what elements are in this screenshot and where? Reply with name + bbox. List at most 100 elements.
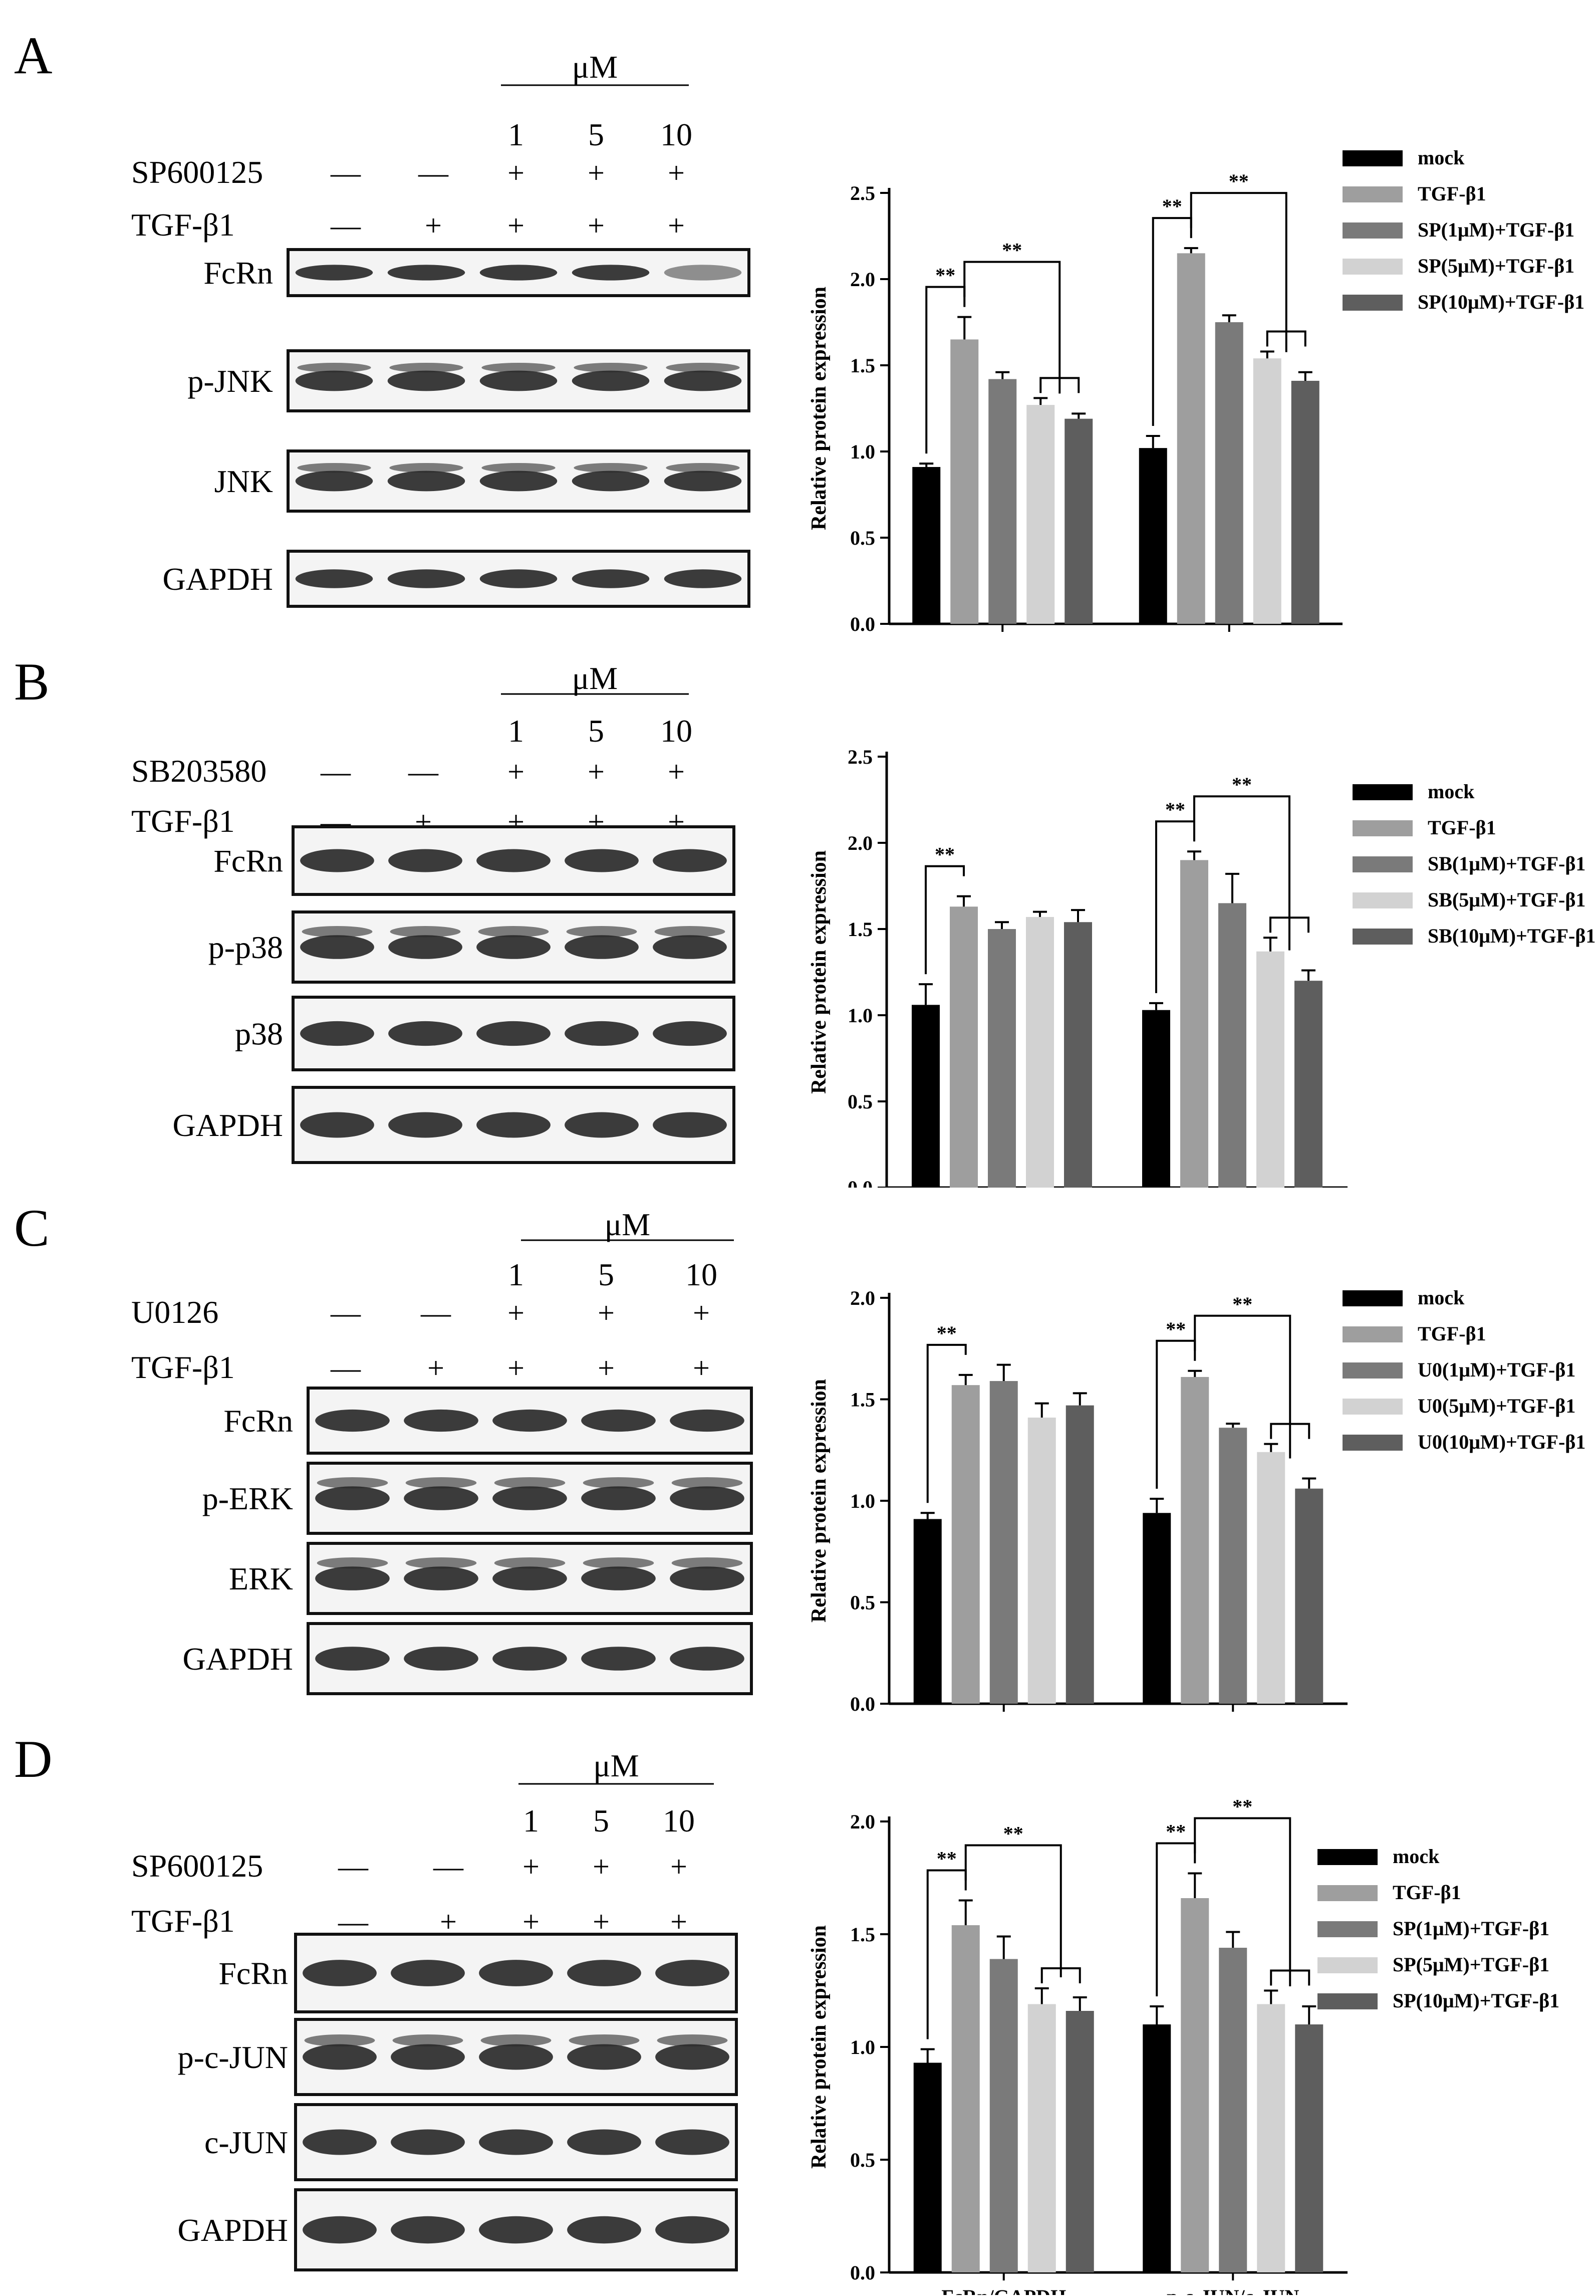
dose-label: 5 <box>588 713 604 749</box>
bar <box>1065 418 1093 624</box>
western-blot-figure: μM 1 5 10 SP600125 — — + + + TGF-β1 — + + + + FcRn p-JNK J… <box>131 49 750 608</box>
blot-band <box>572 370 650 391</box>
treatment-sign: + <box>693 1296 710 1329</box>
blot-label: JNK <box>214 464 273 499</box>
chart-legend: mock TGF-β1 SP(1μM)+TGF-β1 SP(5μM)+TGF-β1 SP… <box>1317 1844 1568 2024</box>
blot-band <box>315 1647 390 1671</box>
significance-label: ** <box>1162 195 1182 217</box>
bar <box>1219 1428 1247 1704</box>
bar <box>1066 2011 1094 2272</box>
blot-strip <box>292 825 735 896</box>
blot-band <box>387 370 465 391</box>
treatment-row-label: SP600125 <box>131 154 263 190</box>
blot-band <box>302 926 373 938</box>
y-tick-label: 0.0 <box>850 613 875 635</box>
blot-band <box>391 2044 465 2070</box>
bar <box>1253 358 1281 624</box>
blot-band <box>315 1486 390 1510</box>
blot-label: GAPDH <box>163 561 273 597</box>
legend-swatch <box>1343 1435 1403 1451</box>
treatment-sign: + <box>507 156 524 189</box>
significance-bracket: ** <box>1193 773 1309 951</box>
blot-band <box>567 2216 641 2244</box>
blot-band <box>315 1409 390 1432</box>
blot-strip <box>292 996 735 1071</box>
treatment-sign: + <box>598 1296 615 1329</box>
significance-bracket: ** <box>926 1322 967 1503</box>
blot-band <box>297 363 371 373</box>
significance-label: ** <box>935 264 955 287</box>
x-category-label: p-ERK/ERK <box>1178 1717 1288 1719</box>
blot-band <box>574 463 648 473</box>
legend-swatch <box>1317 1957 1378 1973</box>
blot-strip <box>294 2188 738 2271</box>
legend-label: SP(10μM)+TGF-β1 <box>1393 1989 1560 2012</box>
blot-band <box>666 463 740 473</box>
y-tick-label: 2.0 <box>850 1287 875 1309</box>
treatment-row-label: U0126 <box>131 1294 218 1330</box>
y-tick-label: 0.5 <box>850 527 875 549</box>
blot-band <box>389 463 463 473</box>
treatment-sign: + <box>668 755 685 788</box>
y-tick-label: 1.0 <box>848 1004 873 1027</box>
blot-band <box>492 1409 567 1432</box>
y-tick-label: 1.5 <box>850 1389 875 1411</box>
blot-label: p-JNK <box>187 363 273 399</box>
blot-strip <box>287 349 750 412</box>
blot-band <box>664 370 742 391</box>
blot-band <box>664 471 742 492</box>
blot-band <box>671 1477 743 1489</box>
blot-band <box>492 1566 567 1590</box>
blot-band <box>670 1647 744 1671</box>
x-category-label: FcRn/GAPDH <box>940 637 1065 641</box>
legend-label: U0(5μM)+TGF-β1 <box>1418 1395 1576 1417</box>
blot-band <box>653 1021 727 1046</box>
treatment-sign: + <box>593 1850 610 1883</box>
significance-bracket: ** <box>1152 195 1192 426</box>
y-axis-label: Relative protein expression <box>808 850 831 1094</box>
legend-label: TGF-β1 <box>1418 182 1486 205</box>
significance-label: ** <box>1166 1820 1186 1843</box>
legend-swatch <box>1343 1290 1403 1306</box>
treatment-sign: — <box>338 1850 369 1883</box>
y-tick-label: 0.5 <box>850 2149 875 2171</box>
blot-label: p-ERK <box>202 1481 293 1516</box>
y-tick-label: 1.5 <box>848 918 873 941</box>
blot-band <box>655 2044 729 2070</box>
treatment-sign: + <box>507 209 524 242</box>
bar <box>1064 922 1092 1188</box>
bar <box>988 929 1016 1188</box>
blot-band <box>655 2129 729 2155</box>
legend-swatch <box>1343 1362 1403 1379</box>
bar <box>1219 1948 1247 2272</box>
y-tick-label: 0.5 <box>850 1591 875 1614</box>
bar <box>951 1925 980 2272</box>
dose-unit-label: μM <box>605 1207 650 1242</box>
blot-band <box>666 363 740 373</box>
blot-band <box>404 1409 478 1432</box>
blot-band <box>494 1477 566 1489</box>
bar <box>1291 380 1319 624</box>
blot-band <box>478 926 549 938</box>
blot-band <box>653 849 727 872</box>
significance-label: ** <box>1002 239 1022 262</box>
blot-label: ERK <box>229 1561 293 1596</box>
blot-band <box>295 471 373 492</box>
blot-band <box>581 1409 656 1432</box>
bar-chart: 0.0 0.5 1.0 1.5 2.0 Relative protein expressi… <box>808 1795 1348 2295</box>
blot-band <box>670 1566 744 1590</box>
blot-band <box>295 569 373 588</box>
treatment-sign: + <box>507 755 524 788</box>
legend-label: mock <box>1418 146 1465 169</box>
legend-swatch <box>1317 1885 1378 1901</box>
significance-label: ** <box>1232 773 1252 796</box>
blot-band <box>581 1647 656 1671</box>
blot-band <box>317 1557 388 1569</box>
y-axis-label: Relative protein expression <box>808 1379 831 1623</box>
blot-band <box>581 1486 656 1510</box>
y-tick-label: 1.5 <box>850 354 875 377</box>
legend-label: SP(10μM)+TGF-β1 <box>1418 291 1585 313</box>
treatment-sign: + <box>588 209 605 242</box>
blot-band <box>492 1647 567 1671</box>
